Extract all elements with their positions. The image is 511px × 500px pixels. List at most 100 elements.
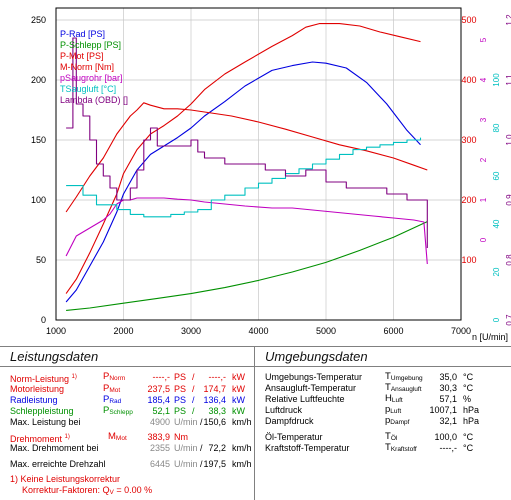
- umgebung-value: 1007,1: [429, 405, 457, 415]
- umgebung-label: Umgebungs-Temperatur: [265, 372, 363, 382]
- legend-entry-5: pSaugrohr [bar]: [60, 73, 123, 83]
- legend-entry-1: P-Rad [PS]: [60, 29, 105, 39]
- right-axis-0-tick: 200: [461, 195, 476, 205]
- series-line-6: [66, 137, 422, 218]
- umgebung-value: 57,1: [439, 394, 457, 404]
- umgebung-symbol: HLuft: [385, 393, 403, 405]
- right-axis-3-tick: 0.8: [505, 254, 511, 266]
- max-leistung-rpm-unit: U/min: [174, 417, 198, 427]
- max-drehmoment-row: Max. Drehmoment bei 2355 U/min / 72,2 km…: [10, 443, 252, 454]
- schleppleistung-ps: 52,1: [152, 406, 170, 416]
- motorleistung-kw-unit: kW: [232, 384, 245, 394]
- drehmoment-row: Drehmoment 1) MMot 383,9 Nm: [10, 431, 250, 445]
- max-leistung-slash: /: [200, 417, 203, 427]
- motorleistung-ps: 237,5: [147, 384, 170, 394]
- motorleistung-slash: /: [192, 384, 195, 394]
- drehmoment-symbol: MMot: [108, 431, 127, 443]
- drehmoment-unit: Nm: [174, 432, 188, 442]
- right-axis-3-tick: 0.9: [505, 194, 511, 206]
- x-tick-label: 5000: [316, 326, 336, 336]
- panel-divider-middle: [254, 346, 255, 500]
- x-tick-label: 3000: [181, 326, 201, 336]
- schleppleistung-row: Schleppleistung PSchlepp 52,1 PS / 38,3 …: [10, 406, 250, 417]
- radleistung-ps: 185,4: [147, 395, 170, 405]
- plot-frame: [55, 7, 462, 321]
- umgebung-row: Relative Luftfeuchte HLuft 57,1%: [265, 394, 505, 405]
- series-line-5: [65, 197, 428, 265]
- schleppleistung-slash: /: [192, 406, 195, 416]
- max-drehmoment-slash: /: [200, 443, 203, 453]
- schleppleistung-kw: 38,3: [208, 406, 226, 416]
- umgebung-row: Umgebungs-Temperatur TUmgebung 35,0 °C: [265, 372, 505, 383]
- umgebungsdaten-title: Umgebungsdaten: [265, 349, 368, 364]
- motorleistung-label: Motorleistung: [10, 384, 65, 394]
- right-axis-1-tick: 3: [479, 117, 488, 122]
- x-tick-label: 2000: [113, 326, 133, 336]
- umgebung-row: Dampfdruck pDampf 32,1 hPa: [265, 416, 505, 427]
- radleistung-label: Radleistung: [10, 395, 58, 405]
- motorleistung-ps-unit: PS: [174, 384, 187, 394]
- series-line-3: [65, 23, 421, 294]
- radleistung-ps-unit: PS: [174, 395, 187, 405]
- umgebung-label: Ansaugluft-Temperatur: [265, 383, 357, 393]
- umgebung-row: Kraftstoff-Temperatur TKraftstoff ----,- °C: [265, 443, 505, 454]
- legend-entry-4: M-Norm [Nm]: [60, 62, 114, 72]
- norm-leistung-symbol: PNorm: [103, 371, 126, 383]
- umgebung-symbol: pLuft: [385, 404, 402, 416]
- right-axis-1-tick: 4: [479, 77, 488, 82]
- left-tick-label: 100: [31, 195, 46, 205]
- max-drehmoment-speed-unit: km/h: [232, 443, 252, 453]
- x-tick-label: 6000: [383, 326, 403, 336]
- left-tick-label: 50: [36, 255, 46, 265]
- max-leistung-rpm: 4900: [149, 417, 170, 427]
- umgebung-unit: °C: [463, 443, 474, 453]
- umgebung-value: ----,-: [439, 443, 458, 453]
- right-axis-2-tick: 0: [492, 317, 501, 322]
- norm-leistung-kw: ----,-: [208, 372, 227, 382]
- motorleistung-row: Motorleistung PMot 237,5 PS / 174,7 kW: [10, 384, 250, 395]
- umgebung-unit: °C: [463, 432, 474, 442]
- radleistung-slash: /: [192, 395, 195, 405]
- norm-leistung-ps: ----,-: [152, 372, 171, 382]
- right-axis-1-tick: 5: [479, 37, 488, 42]
- right-axis-1-tick: 2: [479, 157, 488, 162]
- drehmoment-value: 383,9: [147, 432, 170, 442]
- max-drehzahl-speed: 197,5: [203, 459, 226, 469]
- right-axis-2-tick: 60: [492, 171, 501, 180]
- max-drehzahl-rpm-unit: U/min: [174, 459, 198, 469]
- max-drehzahl-row: Max. erreichte Drehzahl 6445 U/min / 197…: [10, 459, 252, 470]
- footnote-correction-factors: Korrektur-Faktoren: QV = 0.00 %: [22, 485, 153, 496]
- umgebung-label: Kraftstoff-Temperatur: [265, 443, 350, 453]
- series-line-7: [66, 37, 428, 248]
- radleistung-row: Radleistung PRad 185,4 PS / 136,4 kW: [10, 395, 250, 406]
- umgebung-unit: °C: [463, 372, 474, 382]
- drehmoment-label: Drehmoment 1): [10, 434, 70, 444]
- radleistung-kw: 136,4: [203, 395, 226, 405]
- umgebung-symbol: pDampf: [385, 415, 410, 427]
- right-axis-2-tick: 20: [492, 267, 501, 276]
- x-axis-label: n [U/min]: [472, 332, 508, 342]
- max-drehmoment-rpm-unit: U/min: [174, 443, 198, 453]
- right-axis-3-tick: 1.1: [505, 74, 511, 86]
- umgebung-value: 32,1: [439, 416, 457, 426]
- right-axis-3-tick: 1.0: [505, 134, 511, 146]
- footnote-no-correction: 1) Keine Leistungskorrektur: [10, 474, 121, 484]
- motorleistung-kw: 174,7: [203, 384, 226, 394]
- right-axis-2-tick: 100: [492, 73, 501, 87]
- norm-leistung-label: Norm-Leistung 1): [10, 374, 77, 384]
- max-leistung-speed-unit: km/h: [232, 417, 252, 427]
- x-tick-label: 1000: [46, 326, 66, 336]
- panel-divider-header: [0, 366, 511, 367]
- max-drehzahl-speed-unit: km/h: [232, 459, 252, 469]
- left-tick-label: 0: [41, 315, 46, 325]
- max-drehzahl-rpm: 6445: [149, 459, 170, 469]
- umgebung-label: Luftdruck: [265, 405, 303, 415]
- left-tick-label: 150: [31, 135, 46, 145]
- umgebung-symbol: TÖl: [385, 431, 398, 443]
- right-axis-1-tick: 0: [479, 237, 488, 242]
- max-leistung-row: Max. Leistung bei 4900 U/min / 150,6 km/…: [10, 417, 252, 428]
- panel-divider-top: [0, 346, 511, 347]
- umgebung-label: Öl-Temperatur: [265, 432, 323, 442]
- max-drehmoment-rpm: 2355: [149, 443, 170, 453]
- umgebung-row: Luftdruck pLuft 1007,1 hPa: [265, 405, 505, 416]
